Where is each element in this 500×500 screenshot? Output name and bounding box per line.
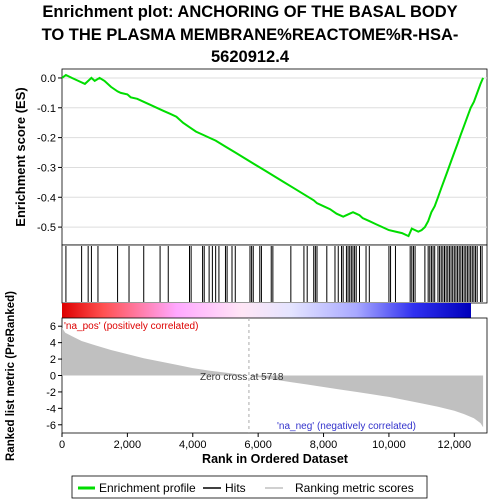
es-y-ticks: 0.0 -0.1 -0.2 -0.3 -0.4 -0.5	[37, 73, 62, 234]
metric-y-ticks: 6 4 2 0 -2 -4 -6	[46, 321, 62, 432]
metric-x-ticks: 0 2,000 4,000 6,000 8,000 10,000 12,000	[59, 433, 471, 451]
chart-title-line-1: Enrichment plot: ANCHORING OF THE BASAL …	[42, 3, 457, 21]
metric-y-tick-label: -2	[46, 387, 56, 399]
rank-color-bar	[62, 303, 471, 318]
pos-label: 'na_pos' (positively correlated)	[64, 321, 198, 332]
neg-label: 'na_neg' (negatively correlated)	[277, 421, 416, 432]
x-tick-label: 10,000	[372, 439, 406, 451]
legend-label-enrichment: Enrichment profile	[99, 481, 196, 495]
metric-y-tick-label: -4	[46, 403, 56, 415]
hit-markers	[65, 246, 483, 302]
legend-label-metric: Ranking metric scores	[295, 481, 414, 495]
metric-y-axis-label: Ranked list metric (PreRanked)	[5, 291, 17, 461]
metric-y-tick-label: -6	[46, 420, 56, 432]
x-axis-label: Rank in Ordered Dataset	[202, 452, 349, 466]
legend-label-hits: Hits	[225, 481, 246, 495]
zero-cross-label: Zero cross at 5718	[200, 372, 284, 383]
chart-title-line-3: 5620912.4	[211, 48, 290, 66]
x-tick-label: 0	[59, 439, 65, 451]
es-panel	[61, 68, 488, 246]
legend: Enrichment profile Hits Ranking metric s…	[71, 475, 428, 499]
x-tick-label: 12,000	[437, 439, 471, 451]
es-y-tick-label: -0.1	[37, 103, 56, 115]
x-tick-label: 8,000	[310, 439, 338, 451]
metric-y-tick-label: 4	[50, 338, 56, 350]
es-y-tick-label: -0.5	[37, 222, 56, 234]
metric-y-tick-label: 0	[50, 371, 56, 383]
es-y-tick-label: -0.3	[37, 162, 56, 174]
ranking-metric-area	[62, 327, 484, 428]
chart-title-line-2: TO THE PLASMA MEMBRANE%REACTOME%R-HSA-	[42, 26, 459, 44]
es-y-tick-label: 0.0	[41, 73, 56, 85]
es-y-tick-label: -0.2	[37, 133, 56, 145]
enrichment-profile-line	[61, 73, 485, 238]
x-tick-label: 4,000	[179, 439, 207, 451]
x-tick-label: 2,000	[114, 439, 142, 451]
es-y-axis-label: Enrichment score (ES)	[13, 87, 28, 226]
x-tick-label: 6,000	[244, 439, 272, 451]
metric-y-tick-label: 6	[50, 321, 56, 333]
metric-y-tick-label: 2	[50, 354, 56, 366]
es-y-tick-label: -0.4	[37, 192, 56, 204]
legend-box	[71, 475, 428, 499]
hits-panel	[61, 244, 488, 304]
es-grid	[62, 77, 487, 228]
